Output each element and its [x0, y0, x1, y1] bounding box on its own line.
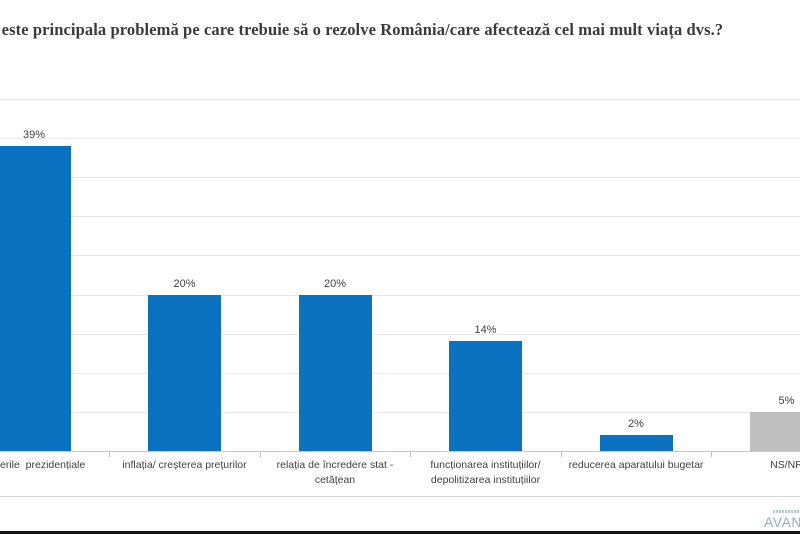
logo-text: AVAN — [764, 514, 800, 530]
bar-4 — [449, 341, 522, 451]
gridline — [0, 255, 800, 257]
axis-tick-2 — [259, 451, 261, 457]
axis-tick-1 — [109, 451, 111, 457]
gridline — [0, 99, 800, 100]
gridline — [0, 177, 800, 179]
category-label-1: erile prezidențiale — [0, 459, 86, 471]
bar-6 — [750, 411, 800, 451]
value-label-6: 5% — [778, 394, 795, 407]
chart-title: e este principala problemă pe care trebu… — [0, 20, 724, 39]
value-label-2: 20% — [173, 277, 196, 290]
gridline — [0, 216, 800, 218]
category-label-5: reducerea aparatului bugetar — [568, 459, 704, 471]
value-label-3: 20% — [323, 277, 347, 290]
category-label-6: NS/NR — [770, 459, 800, 471]
bar-3 — [298, 294, 372, 451]
value-label-4: 14% — [474, 324, 497, 337]
value-label-1: 39% — [22, 128, 46, 141]
axis-tick-5 — [711, 451, 713, 457]
logo-tagline-icon — [773, 510, 799, 513]
value-label-5: 2% — [628, 418, 644, 431]
gridline — [0, 372, 800, 374]
category-label-4: funcționarea instituțiilor/ depolitizare… — [430, 459, 541, 486]
category-label-2: inflația/ creșterea prețurilor — [122, 459, 247, 471]
gridline — [0, 138, 800, 140]
axis-tick-4 — [560, 451, 562, 457]
category-label-3: relația de încredere stat - cetățean — [276, 459, 394, 486]
bar-2 — [148, 294, 221, 451]
bar-5 — [599, 435, 673, 451]
gridline — [0, 333, 800, 335]
gridline — [0, 411, 800, 413]
bar-1 — [0, 145, 71, 451]
bottom-border — [0, 531, 800, 534]
gridline — [0, 294, 800, 296]
x-axis-line — [0, 451, 800, 452]
axis-tick-3 — [410, 451, 412, 457]
footer-divider — [0, 496, 800, 497]
